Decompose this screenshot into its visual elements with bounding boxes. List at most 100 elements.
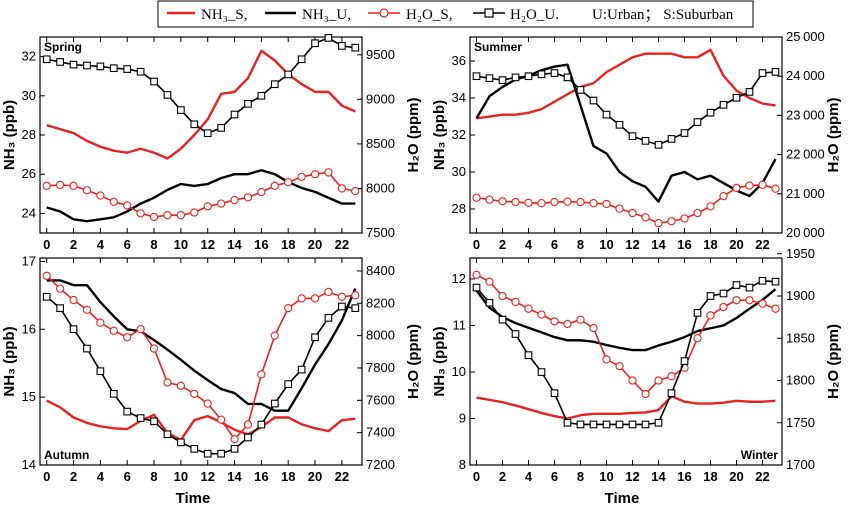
data-point-h2o-s [485, 195, 494, 204]
x-tick-label: 12 [200, 469, 214, 484]
data-point-h2o-u [123, 407, 132, 416]
data-point-h2o-u [511, 330, 520, 338]
data-point-h2o-s [82, 305, 92, 314]
data-point-h2o-s [109, 197, 118, 206]
data-point-h2o-u [257, 420, 266, 429]
y-right-tick-label: 7500 [366, 225, 395, 240]
x-tick-label: 22 [335, 237, 349, 252]
x-tick-label: 16 [677, 237, 691, 252]
data-point-h2o-u [550, 389, 559, 398]
x-tick-label: 20 [729, 237, 743, 252]
series-line-h2o-s [476, 183, 776, 224]
x-tick-label: 20 [308, 469, 322, 484]
data-point-h2o-u [96, 367, 105, 376]
data-point-h2o-u [602, 420, 611, 429]
data-point-h2o-u [693, 118, 702, 126]
x-tick-label: 10 [599, 469, 613, 484]
legend: NH₃_S, NH₃_U, H₂O_S, H₂O_U. U:Urban； S:S… [157, 0, 754, 28]
data-point-h2o-s [96, 191, 105, 200]
data-point-h2o-u [163, 91, 172, 99]
data-point-h2o-u [190, 120, 199, 129]
y-right-tick-label: 8200 [366, 295, 395, 310]
x-tick-label: 14 [651, 469, 666, 484]
series-line-nh3-s [476, 394, 776, 420]
y-left-tick-label: 11 [453, 317, 467, 332]
data-point-h2o-u [163, 430, 172, 439]
data-point-h2o-s [190, 389, 199, 398]
y-right-tick-label: 1850 [786, 330, 815, 345]
data-point-h2o-s [589, 323, 598, 333]
y-right-tick-label: 7400 [366, 425, 395, 440]
x-tick-label: 22 [755, 237, 769, 252]
data-point-h2o-u [745, 88, 754, 96]
data-point-h2o-s [680, 214, 689, 223]
data-point-h2o-u [42, 55, 51, 64]
data-point-h2o-s [498, 291, 507, 301]
data-point-h2o-s [310, 294, 320, 303]
data-point-h2o-u [230, 444, 239, 453]
data-point-h2o-s [270, 181, 279, 190]
data-point-h2o-u [563, 418, 572, 427]
data-point-h2o-s [511, 197, 520, 207]
x-tick-label: 6 [551, 237, 558, 252]
data-point-h2o-u [576, 420, 585, 429]
data-point-h2o-s [149, 212, 159, 222]
data-point-h2o-s [550, 317, 559, 326]
x-tick-label: 18 [281, 237, 295, 252]
data-point-h2o-s [472, 193, 481, 202]
data-point-h2o-s [297, 294, 306, 303]
data-point-h2o-s [136, 209, 145, 218]
y-left-axis-title: NH₃ (ppb) [431, 326, 448, 396]
data-point-h2o-s [82, 186, 92, 195]
x-tick-label: 12 [625, 469, 639, 484]
y-left-tick-label: 32 [452, 127, 466, 142]
series-line-h2o-s [476, 274, 776, 395]
data-point-h2o-u [203, 449, 212, 458]
data-point-h2o-s [243, 420, 253, 429]
panel-autumn: 0 2 4 6 8 10 12 14 16 18 20 22 14 15 16 17 7200 7400 7600 7… [1, 253, 422, 484]
plot-frame [39, 257, 363, 466]
series-line-nh3-s [46, 49, 356, 160]
data-point-h2o-u [244, 433, 252, 442]
y-left-axis-title: NH₃ (ppb) [1, 326, 18, 396]
x-tick-label: 4 [97, 469, 105, 484]
x-tick-label: 4 [97, 237, 105, 252]
data-point-h2o-s [351, 291, 360, 300]
data-point-h2o-s [576, 197, 585, 207]
panel-title: Autumn [44, 448, 89, 462]
data-point-h2o-u [680, 357, 689, 365]
data-point-h2o-u [732, 93, 741, 102]
data-point-h2o-u [550, 69, 559, 77]
panel-title: Winter [741, 448, 779, 462]
x-tick-label: 20 [308, 237, 322, 252]
data-point-h2o-s [42, 181, 51, 190]
data-point-h2o-u [136, 67, 145, 76]
y-right-tick-label: 23 000 [786, 107, 825, 122]
data-point-h2o-u [257, 91, 266, 100]
data-point-h2o-s [257, 370, 266, 379]
data-point-h2o-s [216, 415, 226, 424]
data-point-h2o-u [203, 129, 212, 138]
data-point-h2o-u [654, 140, 663, 149]
data-point-h2o-s [55, 284, 65, 293]
data-point-h2o-s [693, 208, 702, 218]
data-point-h2o-u [524, 351, 533, 360]
data-point-h2o-u [719, 100, 728, 109]
data-point-h2o-u [667, 135, 676, 143]
data-point-h2o-u [109, 389, 118, 398]
data-point-h2o-s [123, 333, 132, 342]
data-point-h2o-s [745, 296, 754, 305]
data-point-h2o-u [311, 39, 319, 48]
data-point-h2o-u [69, 325, 78, 334]
y-right-tick-label: 21 000 [786, 186, 825, 201]
data-point-h2o-u [485, 298, 494, 307]
data-point-h2o-s [732, 183, 741, 193]
data-point-h2o-s [243, 193, 253, 202]
x-tick-label: 12 [625, 237, 639, 252]
data-point-h2o-u [615, 420, 624, 429]
y-right-tick-label: 7800 [366, 360, 395, 375]
data-point-h2o-u [96, 62, 105, 71]
data-point-h2o-s [149, 344, 159, 353]
panel-title: Summer [474, 40, 522, 54]
y-right-tick-label: 22 000 [786, 147, 825, 162]
